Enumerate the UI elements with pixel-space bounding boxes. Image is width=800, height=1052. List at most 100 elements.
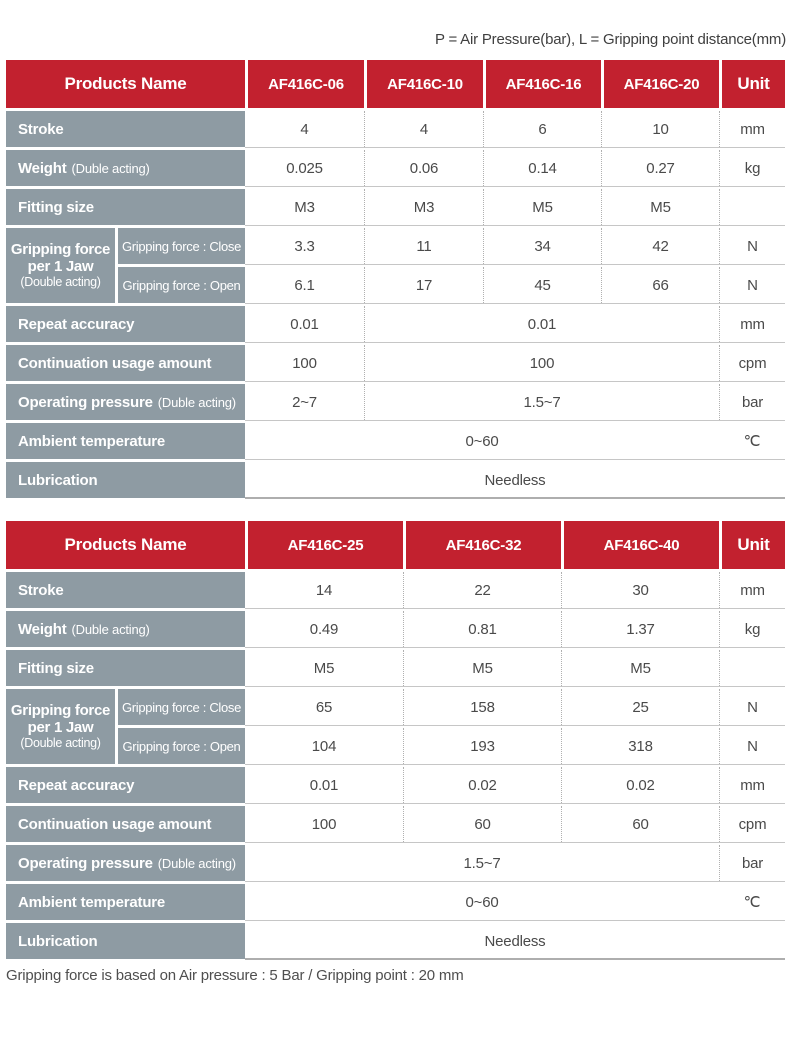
row-label: Weight (Duble acting) bbox=[6, 150, 245, 186]
row-data-zone: M5 M5 M5 bbox=[245, 650, 785, 687]
table-cell: 45 bbox=[483, 267, 601, 303]
group-label: Gripping force per 1 Jaw (Double acting) bbox=[6, 228, 115, 303]
table-cell: 0.49 bbox=[309, 620, 339, 638]
table-cell: 0.27 bbox=[601, 150, 719, 186]
table-cell: 1.5~7 bbox=[364, 384, 719, 420]
group-data-zones: 3.3 11 34 42 N 6.1 17 45 66 N bbox=[245, 228, 785, 306]
table-row: Lubrication Needless bbox=[6, 923, 785, 962]
group-sublabels: Gripping force : Close Gripping force : O… bbox=[118, 689, 245, 764]
table-cell: 3.3 bbox=[294, 237, 315, 255]
column-header-product: AF416C-32 bbox=[403, 521, 561, 569]
table-cell: 14 bbox=[315, 581, 333, 599]
row-data-zone: M3 M3 M5 M5 bbox=[245, 189, 785, 226]
table-cell: M5 bbox=[403, 650, 561, 686]
row-label: Ambient temperature bbox=[6, 423, 245, 459]
table-cell: 0~60 bbox=[465, 893, 499, 911]
table-row: Stroke 4 4 6 10 mm bbox=[6, 111, 785, 150]
unit-cell: mm bbox=[719, 572, 785, 608]
table-body: Stroke 14 22 30 mm Weight (Duble acting) 0.49 0.… bbox=[6, 572, 785, 962]
table-cell: 4 bbox=[364, 111, 483, 147]
row-label-note: (Duble acting) bbox=[71, 160, 150, 176]
row-data-zone: 65 158 25 N bbox=[245, 689, 785, 726]
table-row: Ambient temperature 0~60 ℃ bbox=[6, 423, 785, 462]
row-label-note: (Duble acting) bbox=[157, 394, 236, 410]
table-cell: 0.06 bbox=[364, 150, 483, 186]
unit-cell: mm bbox=[719, 767, 785, 803]
pressure-distance-note: P = Air Pressure(bar), L = Gripping poin… bbox=[434, 31, 786, 48]
column-header-product: AF416C-10 bbox=[364, 60, 483, 108]
group-label-line: per 1 Jaw bbox=[27, 719, 94, 736]
unit-cell: cpm bbox=[719, 345, 785, 381]
table-cell: 1.5~7 bbox=[463, 854, 501, 872]
row-label-group: Gripping force per 1 Jaw (Double acting) Gr… bbox=[6, 689, 245, 764]
row-label: Repeat accuracy bbox=[6, 767, 245, 803]
table-cell: 42 bbox=[601, 228, 719, 264]
unit-cell: kg bbox=[719, 150, 785, 186]
row-label-note: (Duble acting) bbox=[71, 621, 150, 637]
row-data-zone: 0~60 ℃ bbox=[245, 884, 785, 921]
table-cell: M5 bbox=[561, 650, 719, 686]
table-cell: 0.01 bbox=[290, 315, 319, 333]
table-cell: 65 bbox=[315, 698, 333, 716]
table-cell: 66 bbox=[601, 267, 719, 303]
table-header-row: Products Name AF416C-06 AF416C-10 AF416C-16… bbox=[6, 60, 785, 108]
table-row: Continuation usage amount 100 60 60 cpm bbox=[6, 806, 785, 845]
unit-cell bbox=[719, 650, 785, 686]
table-cell: 60 bbox=[561, 806, 719, 842]
table-cell: 10 bbox=[601, 111, 719, 147]
table-cell: 60 bbox=[403, 806, 561, 842]
unit-cell: ℃ bbox=[743, 894, 761, 911]
group-zone-row: 65 158 25 N bbox=[245, 689, 785, 728]
table-cell: 0.025 bbox=[286, 159, 323, 177]
table-cell: 25 bbox=[561, 689, 719, 725]
table-cell: 0.02 bbox=[561, 767, 719, 803]
row-label: Operating pressure (Duble acting) bbox=[6, 384, 245, 420]
row-label: Continuation usage amount bbox=[6, 806, 245, 842]
column-header-unit: Unit bbox=[719, 60, 785, 108]
column-header-product: AF416C-20 bbox=[601, 60, 719, 108]
table-row: Stroke 14 22 30 mm bbox=[6, 572, 785, 611]
table-cell: Needless bbox=[484, 471, 546, 489]
table-cell: 4 bbox=[300, 120, 309, 138]
unit-cell: mm bbox=[719, 111, 785, 147]
column-header-product: AF416C-25 bbox=[245, 521, 403, 569]
group-label: Gripping force per 1 Jaw (Double acting) bbox=[6, 689, 115, 764]
spec-table-2: Products Name AF416C-25 AF416C-32 AF416C-40… bbox=[6, 521, 785, 962]
group-label-line: per 1 Jaw bbox=[27, 258, 94, 275]
table-cell: 193 bbox=[403, 728, 561, 764]
unit-cell: kg bbox=[719, 611, 785, 647]
table-cell: Needless bbox=[484, 932, 546, 950]
spec-table-1: Products Name AF416C-06 AF416C-10 AF416C-16… bbox=[6, 60, 785, 501]
row-data-zone: 4 4 6 10 mm bbox=[245, 111, 785, 148]
row-label: Repeat accuracy bbox=[6, 306, 245, 342]
table-cell: 0~60 bbox=[465, 432, 499, 450]
table-cell: 100 bbox=[292, 354, 317, 372]
row-data-zone: 0.025 0.06 0.14 0.27 kg bbox=[245, 150, 785, 187]
unit-cell: N bbox=[719, 228, 785, 264]
table-cell: 11 bbox=[364, 228, 483, 264]
table-cell: 158 bbox=[403, 689, 561, 725]
row-data-zone: 1.5~7 bar bbox=[245, 845, 785, 882]
table-row: Ambient temperature 0~60 ℃ bbox=[6, 884, 785, 923]
group-zone-row: 6.1 17 45 66 N bbox=[245, 267, 785, 306]
table-row-group: Gripping force per 1 Jaw (Double acting) Gr… bbox=[6, 228, 785, 306]
row-data-zone: 0.49 0.81 1.37 kg bbox=[245, 611, 785, 648]
gripping-force-footnote: Gripping force is based on Air pressure … bbox=[6, 967, 464, 984]
row-data-zone: 2~7 1.5~7 bar bbox=[245, 384, 785, 421]
row-data-zone: 104 193 318 N bbox=[245, 728, 785, 765]
group-data-zones: 65 158 25 N 104 193 318 N bbox=[245, 689, 785, 767]
unit-cell: N bbox=[719, 267, 785, 303]
table-row: Fitting size M3 M3 M5 M5 bbox=[6, 189, 785, 228]
table-cell: M5 bbox=[483, 189, 601, 225]
table-row: Weight (Duble acting) 0.49 0.81 1.37 kg bbox=[6, 611, 785, 650]
table-cell: 0.01 bbox=[364, 306, 719, 342]
column-header-products-name: Products Name bbox=[6, 60, 245, 108]
row-data-zone: Needless bbox=[245, 923, 785, 960]
table-cell: 0.81 bbox=[403, 611, 561, 647]
unit-cell: N bbox=[719, 689, 785, 725]
row-label: Stroke bbox=[6, 111, 245, 147]
row-data-zone: 0~60 ℃ bbox=[245, 423, 785, 460]
row-sublabel: Gripping force : Open bbox=[118, 728, 245, 764]
row-data-zone: 100 100 cpm bbox=[245, 345, 785, 382]
